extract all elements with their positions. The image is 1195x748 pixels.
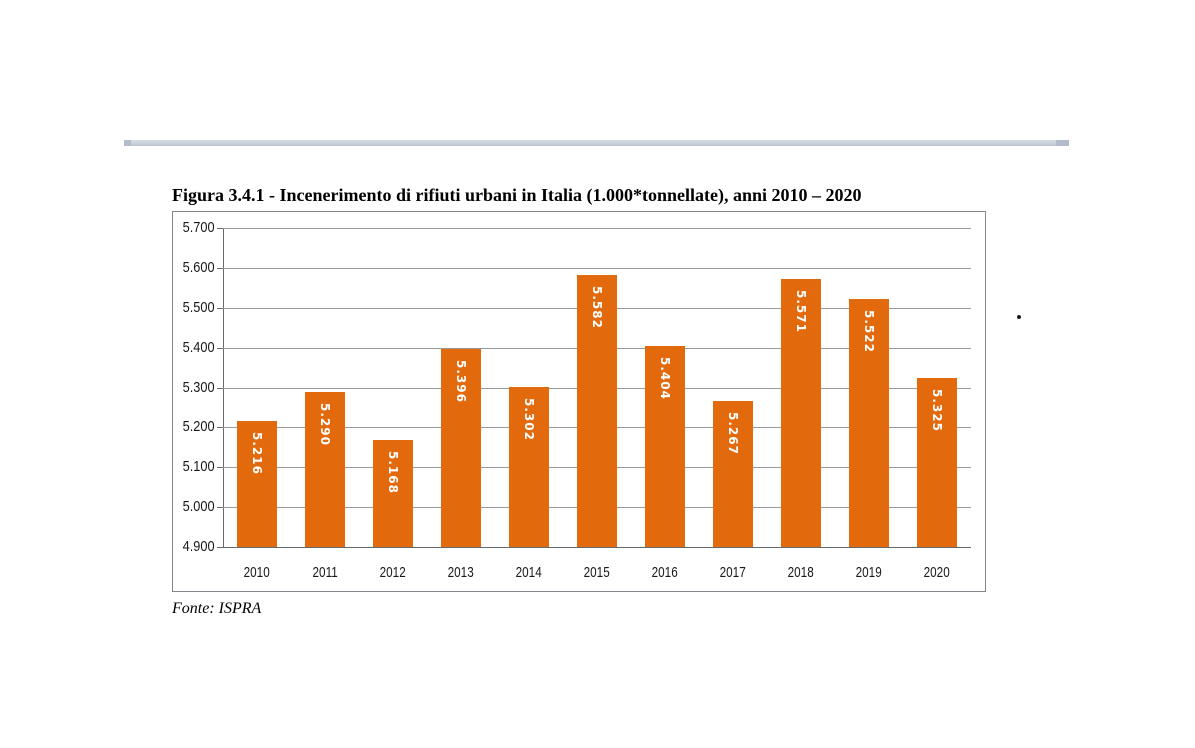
bar-value-label: 5.302 (522, 397, 536, 441)
plot-area: 5.216 5.290 5.168 5.396 5.302 5.582 5.404 5.267… (217, 228, 971, 548)
divider-right-cap (1056, 140, 1069, 146)
bar-2014: 5.302 (509, 386, 549, 547)
x-axis-labels: 2010 2011 2012 2013 2014 2015 2016 2017 2018 2019… (223, 564, 971, 582)
x-axis-tick-label: 2013 (447, 564, 475, 581)
figure-caption: Figura 3.4.1 - Incenerimento di rifiuti … (172, 185, 862, 205)
stray-period (1017, 315, 1021, 319)
bar-value-label: 5.582 (590, 286, 604, 330)
bar-2012: 5.168 (373, 440, 413, 547)
y-axis-tick-label: 5.000 (183, 498, 215, 516)
x-axis-tick-label: 2011 (312, 564, 338, 581)
chart-frame: 5.700 5.600 5.500 5.400 5.300 5.200 5.100 5.000… (172, 211, 986, 592)
y-axis-tick-label: 5.200 (183, 418, 215, 436)
bar-value-label: 5.571 (794, 290, 808, 334)
y-axis-tick (217, 507, 223, 509)
bar-value-label: 5.168 (386, 451, 400, 495)
x-axis-tick-label: 2012 (379, 564, 407, 581)
bar-2016: 5.404 (645, 346, 685, 547)
y-axis-tick (217, 228, 223, 229)
x-axis-tick-label: 2017 (719, 564, 747, 581)
x-axis-tick-label: 2018 (787, 564, 815, 581)
y-axis-tick (217, 267, 223, 269)
y-axis-tick-label: 5.100 (183, 458, 215, 476)
x-axis-tick-label: 2015 (583, 564, 611, 581)
y-axis-tick-label: 5.700 (183, 219, 215, 236)
y-axis-labels: 5.700 5.600 5.500 5.400 5.300 5.200 5.100 5.000… (175, 220, 217, 555)
x-axis-tick-label: 2016 (651, 564, 679, 581)
bar-value-label: 5.216 (250, 432, 264, 475)
x-axis-line (223, 547, 971, 548)
y-axis-tick (217, 427, 223, 429)
x-axis-tick-label: 2010 (243, 564, 271, 581)
y-axis-tick (217, 387, 223, 389)
y-axis-tick (217, 547, 223, 548)
x-axis-tick-label: 2019 (855, 564, 883, 581)
y-axis-tick (217, 347, 223, 349)
y-axis-tick-label: 4.900 (183, 538, 215, 555)
bar-2018: 5.571 (781, 279, 821, 547)
gridline (223, 267, 971, 269)
bar-2013: 5.396 (441, 349, 481, 547)
section-divider-rule (124, 140, 1069, 146)
y-axis-tick (217, 467, 223, 469)
divider-left-cap (124, 140, 131, 146)
bar-2017: 5.267 (713, 400, 753, 547)
x-axis-tick-label: 2020 (923, 564, 951, 581)
bar-value-label: 5.267 (726, 411, 740, 455)
bar-2019: 5.522 (849, 299, 889, 547)
gridline (223, 228, 971, 229)
bar-2011: 5.290 (305, 391, 345, 547)
bar-value-label: 5.325 (930, 388, 944, 432)
bar-value-label: 5.396 (454, 360, 468, 404)
y-axis-tick (217, 307, 223, 309)
bar-2010: 5.216 (237, 421, 277, 547)
bar-value-label: 5.404 (658, 357, 672, 400)
x-axis-tick-label: 2014 (515, 564, 543, 581)
bar-value-label: 5.290 (318, 402, 332, 446)
bar-2015: 5.582 (577, 275, 617, 547)
y-axis-tick-label: 5.300 (183, 378, 215, 396)
source-note: Fonte: ISPRA (172, 600, 262, 617)
bar-value-label: 5.522 (862, 310, 876, 353)
y-axis-tick-label: 5.400 (183, 338, 215, 356)
y-axis-tick-label: 5.500 (183, 298, 215, 316)
y-axis-tick-label: 5.600 (183, 258, 215, 276)
bar-2020: 5.325 (917, 377, 957, 547)
